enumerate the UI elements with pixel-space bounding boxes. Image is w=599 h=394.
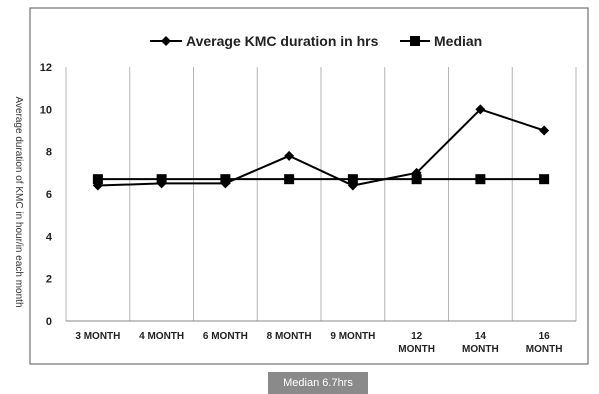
data-point-average [539,125,550,136]
legend-label-median: Median [434,33,482,49]
y-tick-label: 2 [46,274,52,286]
y-tick-label: 4 [46,231,53,243]
data-point-median [156,174,167,185]
x-tick-label: 16 MONTH [526,331,563,355]
x-tick-label: 8 MONTH [267,331,312,342]
data-point-median [475,174,486,185]
y-axis-label: Average duration of KMC in hour/in each … [13,96,24,307]
data-point-median [347,174,358,185]
data-point-median [539,174,550,185]
series-line-average [97,108,545,187]
data-point-median [92,174,103,185]
x-tick-label: 3 MONTH [75,331,120,342]
median-caption: Median 6.7hrs [268,372,368,394]
y-tick-label: 8 [46,147,52,159]
legend-marker-average [161,36,171,46]
x-tick-label: 4 MONTH [139,331,184,342]
data-point-average [475,104,486,115]
data-point-median [411,174,422,185]
y-tick-label: 6 [46,189,52,201]
x-tick-label: 6 MONTH [203,331,248,342]
data-point-median [284,174,295,185]
data-point-median [220,174,231,185]
chart-border [29,7,589,365]
y-tick-label: 12 [40,62,52,74]
legend-marker-median [410,36,420,46]
x-tick-label: 14 MONTH [462,331,499,355]
y-tick-label: 10 [40,104,52,116]
legend: Average KMC duration in hrs Median [150,33,482,49]
y-tick-label: 0 [46,316,52,328]
x-tick-label: 12 MONTH [398,331,435,355]
x-tick-label: 9 MONTH [330,331,375,342]
data-point-average [284,150,295,161]
legend-label-average: Average KMC duration in hrs [186,33,379,49]
